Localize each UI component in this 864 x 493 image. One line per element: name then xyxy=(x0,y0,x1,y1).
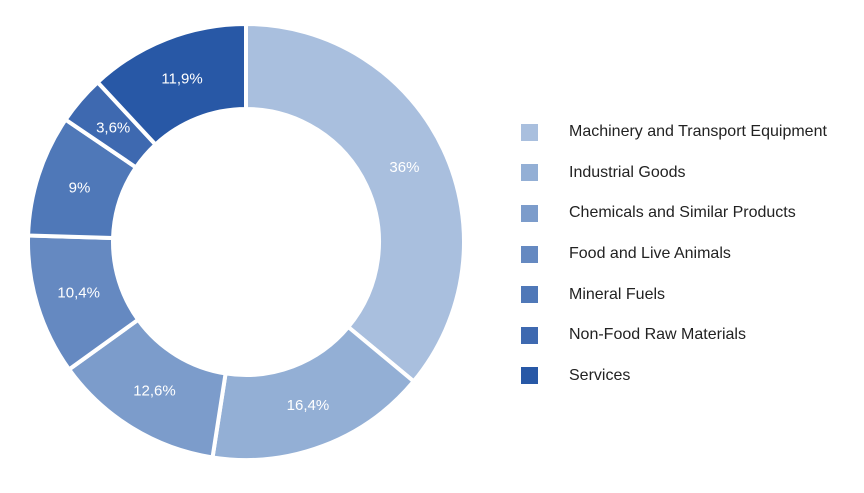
donut-slices xyxy=(26,21,466,462)
legend-label: Food and Live Animals xyxy=(569,245,731,263)
slice-value-label: 36% xyxy=(389,159,419,176)
donut-slice xyxy=(94,21,248,148)
legend-item: Industrial Goods xyxy=(521,153,827,194)
legend-label: Services xyxy=(569,366,631,384)
slice-value-label: 11,9% xyxy=(161,71,202,88)
legend-label: Industrial Goods xyxy=(569,163,686,181)
donut-value-labels: 36% 16,4% 12,6% 10,4% 9% 3,6% 11,9% xyxy=(57,71,419,415)
legend-swatch xyxy=(521,204,538,222)
legend-label: Mineral Fuels xyxy=(569,285,666,303)
legend-swatch xyxy=(521,164,538,182)
legend-swatch xyxy=(521,326,538,344)
legend-label: Machinery and Transport Equipment xyxy=(569,123,827,141)
legend-swatch xyxy=(521,245,538,263)
legend-swatch xyxy=(521,367,538,385)
legend-item: Food and Live Animals xyxy=(521,234,827,275)
slice-value-label: 9% xyxy=(69,180,91,197)
slice-value-label: 10,4% xyxy=(57,285,100,302)
slice-value-label: 16,4% xyxy=(287,397,330,414)
slice-value-label: 12,6% xyxy=(133,383,176,400)
legend-item: Chemicals and Similar Products xyxy=(521,193,827,234)
legend-item: Non-Food Raw Materials xyxy=(521,315,827,356)
legend-swatch xyxy=(521,123,538,141)
legend-label: Chemicals and Similar Products xyxy=(569,204,796,222)
donut-slice xyxy=(244,21,466,385)
chart-legend: Machinery and Transport Equipment Industr… xyxy=(521,112,827,396)
legend-item: Machinery and Transport Equipment xyxy=(521,112,827,153)
legend-item: Mineral Fuels xyxy=(521,274,827,315)
legend-item: Services xyxy=(521,356,827,397)
legend-label: Non-Food Raw Materials xyxy=(569,326,746,344)
legend-swatch xyxy=(521,286,538,304)
slice-value-label: 3,6% xyxy=(96,120,130,137)
